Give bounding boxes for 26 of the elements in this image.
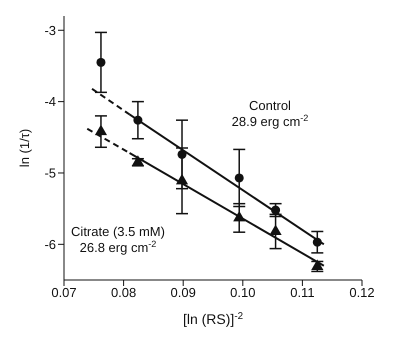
point <box>311 259 324 270</box>
point <box>94 124 108 136</box>
x-axis-title: [ln (RS)]$^{-2}$ <box>182 310 244 327</box>
annotation: Citrate (3.5 mM) <box>71 224 165 239</box>
point <box>176 174 188 184</box>
point <box>96 58 106 67</box>
y-tick-label: -6 <box>44 236 56 252</box>
y-axis-title: ln (1/τ) <box>17 128 32 168</box>
point <box>233 210 246 222</box>
annotation: 26.8 erg cm$^{-2}$ <box>80 239 156 255</box>
x-tick-label: 0.10 <box>230 285 256 300</box>
point <box>234 173 244 182</box>
y-tick-label: -3 <box>44 22 56 38</box>
y-tick-label: -4 <box>44 94 56 110</box>
x-tick-label: 0.12 <box>349 285 375 300</box>
annotation: 28.9 erg cm$^{-2}$ <box>232 113 308 129</box>
x-tick-label: 0.08 <box>110 285 136 300</box>
point <box>132 155 144 166</box>
annotation: Control <box>249 98 292 113</box>
point <box>177 150 187 159</box>
point <box>270 224 282 235</box>
x-tick-label: 0.09 <box>170 285 196 300</box>
x-tick-label: 0.11 <box>290 285 315 300</box>
x-tick-label: 0.07 <box>51 285 77 300</box>
point <box>133 116 142 125</box>
y-tick-label: -5 <box>44 166 56 181</box>
